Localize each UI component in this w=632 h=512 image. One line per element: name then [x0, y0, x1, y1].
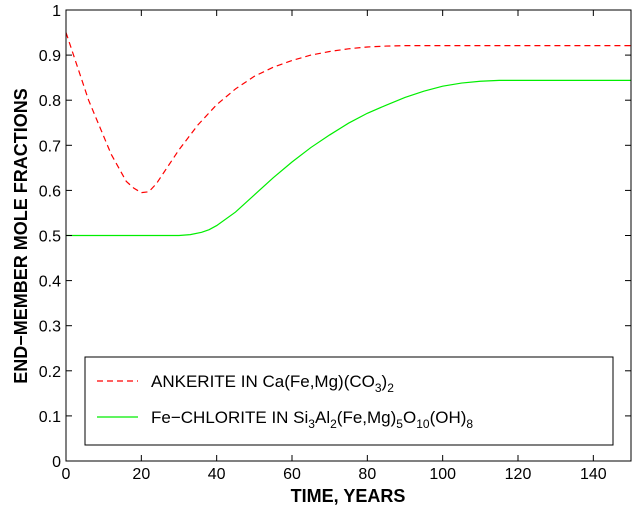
x-tick-label: 0	[62, 466, 71, 483]
y-tick-label: 0.4	[39, 274, 61, 291]
y-tick-label: 0	[52, 454, 61, 471]
y-tick-label: 0.3	[39, 319, 61, 336]
y-tick-label: 0.1	[39, 409, 61, 426]
tick-layer: 0 20 40 60 80 100 120 140 0 0.1 0.2 0.3 0.4 0.5 0.6 0.7…	[39, 3, 631, 483]
legend: ANKERITE IN Ca(Fe,Mg)(CO3)2 Fe−CHLORITE …	[84, 356, 614, 446]
x-tick-label: 80	[358, 466, 376, 483]
x-tick-label: 140	[580, 466, 607, 483]
y-tick-label: 0.8	[39, 93, 61, 110]
x-tick-label: 60	[283, 466, 301, 483]
y-tick-label: 0.9	[39, 48, 61, 65]
legend-label-ankerite: ANKERITE IN Ca(Fe,Mg)(CO3)2	[151, 372, 394, 395]
y-tick-label: 0.2	[39, 364, 61, 381]
series-line-chlorite	[66, 79, 631, 237]
x-tick-label: 120	[505, 466, 532, 483]
x-tick-label: 20	[132, 466, 150, 483]
y-tick-label: 1	[52, 3, 61, 20]
series-layer	[65, 32, 631, 237]
legend-label-chlorite: Fe−CHLORITE IN Si3Al2(Fe,Mg)5O10(OH)8	[151, 408, 473, 431]
legend-box	[84, 356, 614, 446]
y-axis-label: END−MEMBER MOLE FRACTIONS	[11, 88, 31, 384]
x-axis-label: TIME, YEARS	[291, 486, 406, 506]
y-tick-label: 0.5	[39, 229, 61, 246]
y-tick-label: 0.7	[39, 138, 61, 155]
y-tick-label: 0.6	[39, 183, 61, 200]
x-tick-label: 40	[208, 466, 226, 483]
x-tick-label: 100	[429, 466, 456, 483]
series-line-ankerite	[65, 32, 631, 194]
